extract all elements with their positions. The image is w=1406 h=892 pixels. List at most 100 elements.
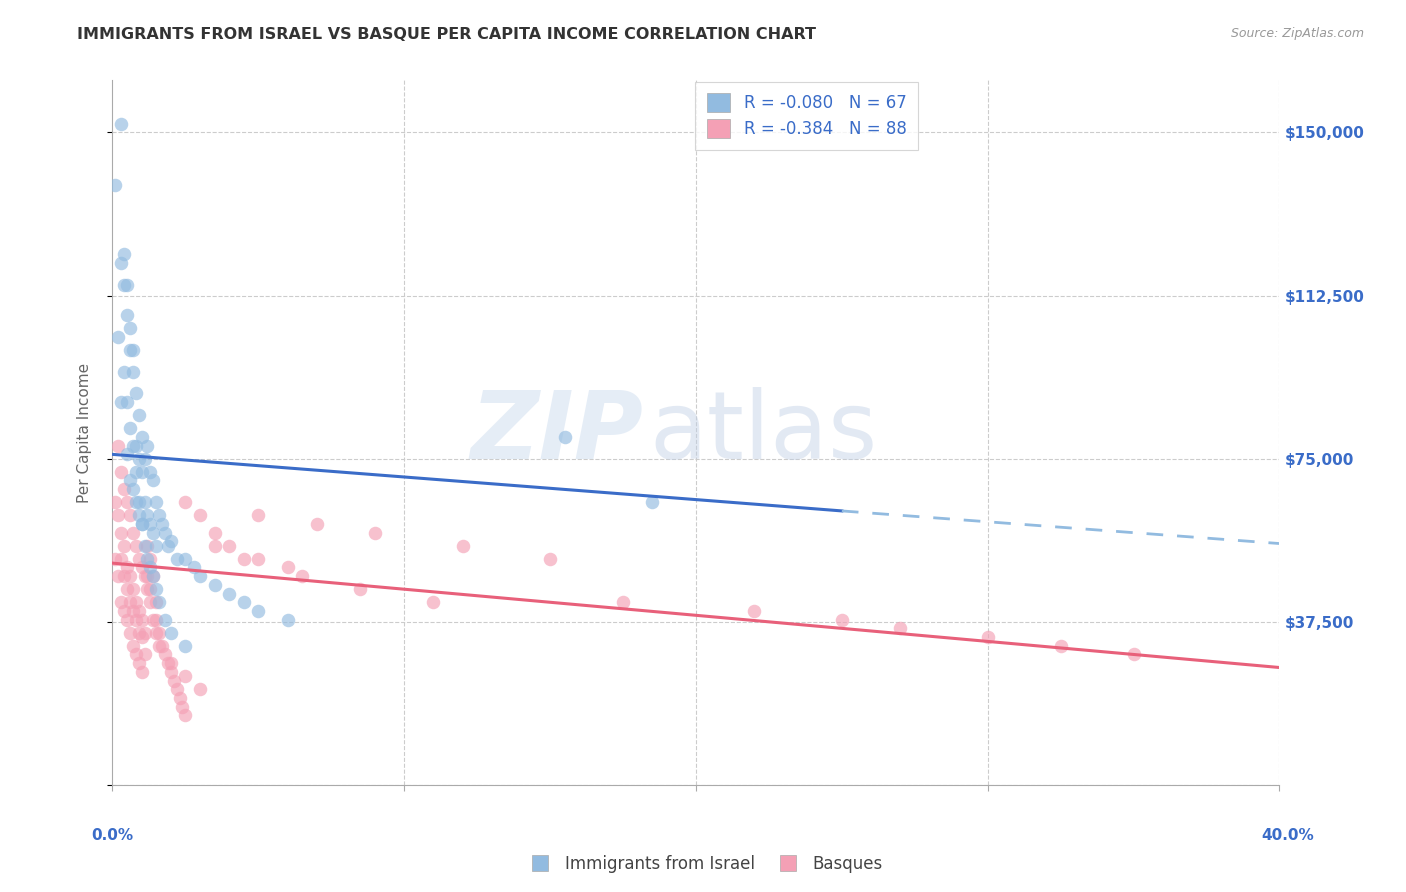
Point [247,551,270,566]
Point [125,595,148,609]
Point [153,648,176,662]
Point [125,648,148,662]
Point [160,625,183,640]
Point [104,551,127,566]
Point [115,447,138,461]
Point [139,516,162,531]
Point [118,343,141,357]
Point [118,569,141,583]
Point [148,625,170,640]
Point [183,560,205,574]
Point [112,539,135,553]
Point [104,178,127,192]
Point [110,551,132,566]
Point [188,682,211,697]
Point [134,569,156,583]
Point [166,682,188,697]
Point [142,613,165,627]
Point [247,508,270,523]
Point [156,539,179,553]
Point [115,613,138,627]
Point [136,439,159,453]
Point [112,277,135,292]
Text: 0.0%: 0.0% [91,828,134,843]
Point [1122,648,1144,662]
Point [115,308,138,322]
Point [174,639,197,653]
Point [148,639,170,653]
Point [134,451,156,466]
Point [107,508,129,523]
Point [169,690,191,705]
Point [145,613,167,627]
Point [125,439,148,453]
Point [174,669,197,683]
Point [160,665,183,679]
Point [204,539,226,553]
Point [125,539,148,553]
Point [128,495,150,509]
Point [134,648,156,662]
Point [128,408,150,422]
Point [112,247,135,261]
Point [150,516,173,531]
Point [122,604,145,618]
Point [118,595,141,609]
Point [976,630,998,644]
Text: IMMIGRANTS FROM ISRAEL VS BASQUE PER CAPITA INCOME CORRELATION CHART: IMMIGRANTS FROM ISRAEL VS BASQUE PER CAP… [77,27,817,42]
Point [232,595,254,609]
Point [364,525,387,540]
Point [107,569,129,583]
Point [889,621,911,635]
Point [115,582,138,597]
Point [305,516,328,531]
Point [128,551,150,566]
Point [150,639,173,653]
Point [742,604,765,618]
Point [204,578,226,592]
Point [142,569,165,583]
Point [131,613,153,627]
Point [554,430,576,444]
Point [110,465,132,479]
Point [139,595,162,609]
Point [139,582,162,597]
Text: 40.0%: 40.0% [1261,828,1315,843]
Point [218,586,240,600]
Point [349,582,371,597]
Point [118,421,141,435]
Point [122,482,145,496]
Point [118,625,141,640]
Point [128,604,150,618]
Point [142,474,165,488]
Point [276,560,298,574]
Point [1049,639,1071,653]
Point [136,551,159,566]
Point [538,551,561,566]
Point [163,673,186,688]
Point [112,365,135,379]
Point [136,569,159,583]
Point [118,474,141,488]
Point [139,465,162,479]
Y-axis label: Per Capita Income: Per Capita Income [77,362,91,503]
Point [134,539,156,553]
Point [174,551,197,566]
Point [134,495,156,509]
Point [422,595,444,609]
Point [174,495,197,509]
Point [131,630,153,644]
Point [153,525,176,540]
Point [125,465,148,479]
Point [122,582,145,597]
Point [118,508,141,523]
Point [145,495,167,509]
Point [131,430,153,444]
Point [174,708,197,723]
Point [160,656,183,670]
Text: Source: ZipAtlas.com: Source: ZipAtlas.com [1230,27,1364,40]
Point [142,525,165,540]
Point [451,539,474,553]
Point [831,613,853,627]
Point [188,508,211,523]
